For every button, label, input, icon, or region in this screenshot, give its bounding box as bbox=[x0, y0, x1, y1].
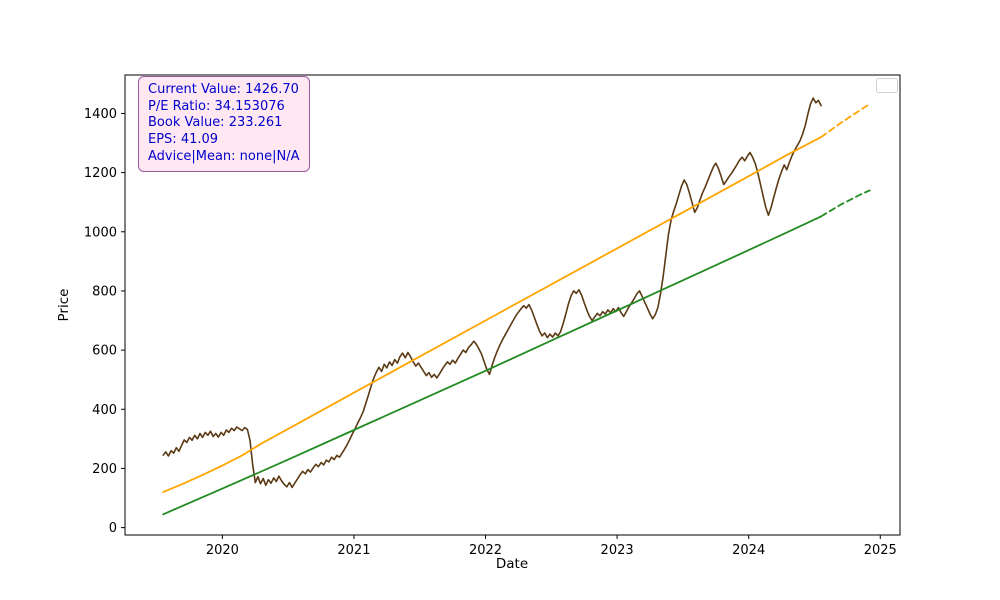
x-tick-label: 2025 bbox=[864, 543, 897, 558]
y-axis-label: Price bbox=[56, 289, 72, 322]
annotation-line-eps: EPS: 41.09 bbox=[148, 131, 219, 147]
y-tick-label: 400 bbox=[92, 403, 117, 418]
annotation-line-book-value: Book Value: 233.261 bbox=[148, 115, 283, 131]
legend-box bbox=[876, 78, 898, 93]
plot-frame bbox=[124, 74, 901, 536]
fair-value-lower-series-line bbox=[162, 215, 822, 516]
axis-tick-labels: 2020 2021 2022 2023 2024 2025 0 200 400 600 800 100… bbox=[84, 107, 897, 558]
x-tick-label: 2020 bbox=[206, 543, 239, 558]
y-tick-label: 1200 bbox=[84, 166, 117, 181]
fair-value-upper-series-line bbox=[162, 136, 822, 494]
info-annotation-box: Current Value: 1426.70 P/E Ratio: 34.153… bbox=[138, 76, 310, 173]
y-tick-label: 1000 bbox=[84, 225, 117, 240]
annotation-line-pe-ratio: P/E Ratio: 34.153076 bbox=[148, 98, 285, 114]
x-tick-label: 2024 bbox=[732, 543, 765, 558]
x-tick-label: 2022 bbox=[469, 543, 502, 558]
x-tick-label: 2023 bbox=[601, 543, 634, 558]
axis-ticks bbox=[121, 112, 881, 539]
fair-value-lower-forecast-series-line bbox=[820, 189, 871, 218]
annotation-line-advice: Advice|Mean: none|N/A bbox=[148, 148, 300, 164]
y-tick-label: 200 bbox=[92, 462, 117, 477]
price-series-line bbox=[162, 97, 822, 489]
x-axis-label: Date bbox=[496, 556, 528, 572]
y-tick-label: 0 bbox=[109, 521, 117, 536]
x-tick-label: 2021 bbox=[337, 543, 370, 558]
y-tick-label: 800 bbox=[92, 284, 117, 299]
fair-value-upper-forecast-series-line bbox=[820, 103, 871, 139]
annotation-line-current-value: Current Value: 1426.70 bbox=[148, 82, 299, 97]
y-tick-label: 600 bbox=[92, 344, 117, 359]
chart-series bbox=[162, 97, 871, 516]
y-tick-label: 1400 bbox=[84, 107, 117, 122]
